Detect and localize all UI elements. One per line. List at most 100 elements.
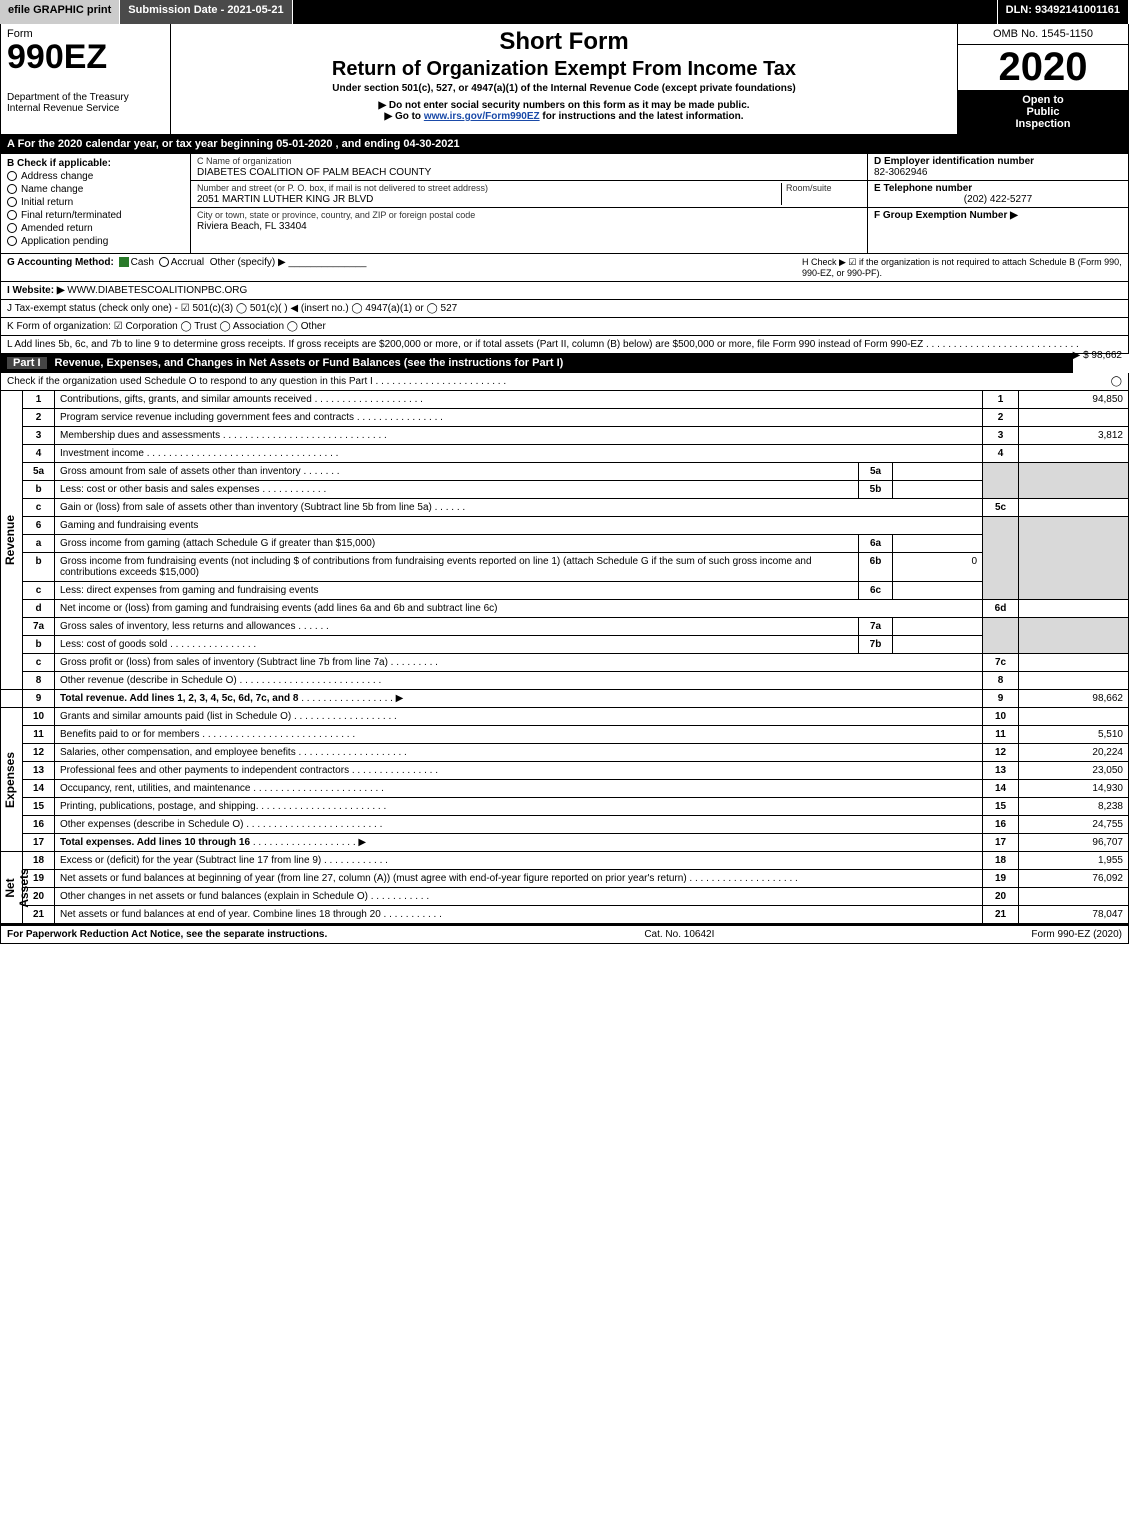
line-6a-desc: Gross income from gaming (attach Schedul… xyxy=(55,535,859,553)
line-18-num: 18 xyxy=(23,852,55,870)
form-number: 990EZ xyxy=(7,40,164,74)
goto-link[interactable]: www.irs.gov/Form990EZ xyxy=(424,111,540,122)
line-5b-desc: Less: cost or other basis and sales expe… xyxy=(55,481,859,499)
line-9-desc: Total revenue. Add lines 1, 2, 3, 4, 5c,… xyxy=(55,690,983,708)
cb-initial-return[interactable]: Initial return xyxy=(7,197,184,208)
line-17-num: 17 xyxy=(23,834,55,852)
line-7b-desc: Less: cost of goods sold . . . . . . . .… xyxy=(55,636,859,654)
part-i-checkrow: Check if the organization used Schedule … xyxy=(0,373,1129,391)
donot-warning: ▶ Do not enter social security numbers o… xyxy=(179,100,949,111)
goto-prefix: ▶ Go to xyxy=(384,111,423,122)
line-9-val: 98,662 xyxy=(1019,690,1129,708)
line-1-num: 1 xyxy=(23,391,55,409)
line-6c-num: c xyxy=(23,582,55,600)
city-value: Riviera Beach, FL 33404 xyxy=(197,221,307,232)
omb-number: OMB No. 1545-1150 xyxy=(958,24,1128,45)
cb-name-change[interactable]: Name change xyxy=(7,184,184,195)
line-7c-num: c xyxy=(23,654,55,672)
cash-label: Cash xyxy=(131,257,154,268)
part-i-checkbox[interactable]: ◯ xyxy=(1111,376,1122,387)
part-i-header: Part I Revenue, Expenses, and Changes in… xyxy=(0,354,1073,373)
part-i-label: Part I xyxy=(7,357,47,369)
page-footer: For Paperwork Reduction Act Notice, see … xyxy=(0,924,1129,944)
line-15-num: 15 xyxy=(23,798,55,816)
line-6b-mbox: 6b xyxy=(859,553,893,582)
ein-value: 82-3062946 xyxy=(874,167,927,178)
line-19-desc: Net assets or fund balances at beginning… xyxy=(55,870,983,888)
line-9-box: 9 xyxy=(983,690,1019,708)
line-a-tax-year: A For the 2020 calendar year, or tax yea… xyxy=(0,135,1129,154)
line-8-val xyxy=(1019,672,1129,690)
line-11-val: 5,510 xyxy=(1019,726,1129,744)
cb-amended-return[interactable]: Amended return xyxy=(7,223,184,234)
line-15-box: 15 xyxy=(983,798,1019,816)
line-7b-mbox: 7b xyxy=(859,636,893,654)
efile-print-button[interactable]: efile GRAPHIC print xyxy=(0,0,120,24)
goto-suffix: for instructions and the latest informat… xyxy=(540,111,744,122)
dept-label: Department of the Treasury xyxy=(7,92,164,103)
line-7a-num: 7a xyxy=(23,618,55,636)
open-line2: Public xyxy=(962,106,1124,118)
line-9-num: 9 xyxy=(23,690,55,708)
line-17-desc: Total expenses. Add lines 10 through 16 … xyxy=(55,834,983,852)
line-6-shadeval xyxy=(1019,517,1129,600)
line-5a-num: 5a xyxy=(23,463,55,481)
lines-table: Revenue 1 Contributions, gifts, grants, … xyxy=(0,391,1129,924)
top-bar: efile GRAPHIC print Submission Date - 20… xyxy=(0,0,1129,24)
cb-cash-icon xyxy=(119,257,129,267)
line-6d-val xyxy=(1019,600,1129,618)
col-def: D Employer identification number 82-3062… xyxy=(868,154,1128,253)
line-15-desc: Printing, publications, postage, and shi… xyxy=(55,798,983,816)
line-13-val: 23,050 xyxy=(1019,762,1129,780)
line-14-desc: Occupancy, rent, utilities, and maintena… xyxy=(55,780,983,798)
col-b-label: B Check if applicable: xyxy=(7,158,184,169)
row-k-formorg: K Form of organization: ☑ Corporation ◯ … xyxy=(0,318,1129,336)
g-label: G Accounting Method: xyxy=(7,257,114,268)
line-4-desc: Investment income . . . . . . . . . . . … xyxy=(55,445,983,463)
cell-city: City or town, state or province, country… xyxy=(191,208,867,234)
cell-ein: D Employer identification number 82-3062… xyxy=(868,154,1128,181)
line-12-val: 20,224 xyxy=(1019,744,1129,762)
line-1-box: 1 xyxy=(983,391,1019,409)
phone-label: E Telephone number xyxy=(874,183,972,194)
topbar-spacer xyxy=(293,0,998,24)
line-1-val: 94,850 xyxy=(1019,391,1129,409)
line-13-desc: Professional fees and other payments to … xyxy=(55,762,983,780)
accounting-method: G Accounting Method: Cash Accrual Other … xyxy=(7,257,802,278)
line-18-box: 18 xyxy=(983,852,1019,870)
line-7c-desc: Gross profit or (loss) from sales of inv… xyxy=(55,654,983,672)
line-4-box: 4 xyxy=(983,445,1019,463)
cb-address-change[interactable]: Address change xyxy=(7,171,184,182)
row-g-h: G Accounting Method: Cash Accrual Other … xyxy=(0,254,1129,282)
line-6c-mval xyxy=(893,582,983,600)
line-5a-mbox: 5a xyxy=(859,463,893,481)
line-7c-val xyxy=(1019,654,1129,672)
line-5a-mval xyxy=(893,463,983,481)
row-i-website: I Website: ▶ WWW.DIABETESCOALITIONPBC.OR… xyxy=(0,282,1129,300)
open-line1: Open to xyxy=(962,94,1124,106)
l-text: L Add lines 5b, 6c, and 7b to line 9 to … xyxy=(7,339,923,350)
line-16-num: 16 xyxy=(23,816,55,834)
revenue-sidebar-end xyxy=(1,690,23,708)
line-7b-num: b xyxy=(23,636,55,654)
line-16-val: 24,755 xyxy=(1019,816,1129,834)
line-8-desc: Other revenue (describe in Schedule O) .… xyxy=(55,672,983,690)
line-12-desc: Salaries, other compensation, and employ… xyxy=(55,744,983,762)
line-5c-box: 5c xyxy=(983,499,1019,517)
org-name-label: C Name of organization xyxy=(197,156,292,166)
form-header: Form 990EZ Department of the Treasury In… xyxy=(0,24,1129,135)
line-21-num: 21 xyxy=(23,906,55,924)
line-2-num: 2 xyxy=(23,409,55,427)
website-value: WWW.DIABETESCOALITIONPBC.ORG xyxy=(67,285,247,296)
irs-label: Internal Revenue Service xyxy=(7,103,164,114)
line-7a-mbox: 7a xyxy=(859,618,893,636)
line-16-box: 16 xyxy=(983,816,1019,834)
line-7b-mval xyxy=(893,636,983,654)
col-b-checkboxes: B Check if applicable: Address change Na… xyxy=(1,154,191,253)
cb-final-return[interactable]: Final return/terminated xyxy=(7,210,184,221)
line-21-box: 21 xyxy=(983,906,1019,924)
cb-application-pending[interactable]: Application pending xyxy=(7,236,184,247)
line-5c-desc: Gain or (loss) from sale of assets other… xyxy=(55,499,983,517)
tax-year: 2020 xyxy=(958,45,1128,90)
line-2-desc: Program service revenue including govern… xyxy=(55,409,983,427)
